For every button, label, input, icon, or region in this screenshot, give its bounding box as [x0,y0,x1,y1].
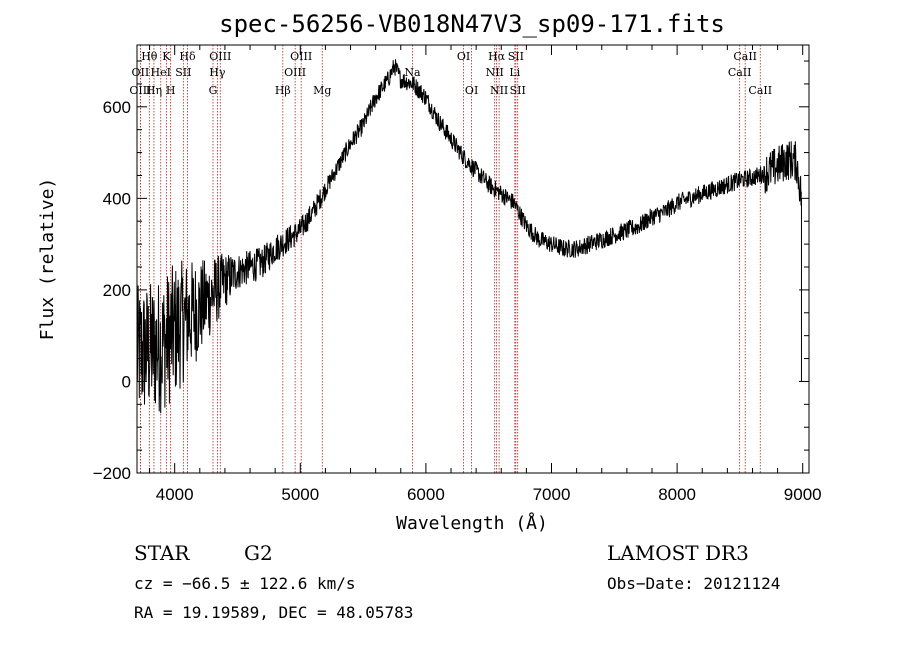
x-axis-label: Wavelength (Å) [396,512,548,534]
y-tick-label: 200 [103,281,131,300]
emission-line-label-11: G [209,84,218,97]
emission-line-label-2: OIII [129,84,151,97]
emission-line-label-4: Hη [146,84,162,97]
emission-line-label-27: CaII [748,84,772,97]
observation-date: Obs−Date: 20121124 [607,574,781,593]
emission-line-label-8: Hδ [179,50,196,63]
emission-line-label-15: Mg [313,84,331,97]
x-tick-label: 7000 [533,485,571,504]
emission-line-label-25: CaII [733,50,757,63]
emission-line-label-12: Hβ [275,84,291,97]
emission-line-label-18: OI [465,84,478,97]
emission-line-label-26: CaII [728,66,752,79]
y-tick-label: 600 [103,98,131,117]
y-tick-label: −200 [93,464,131,483]
plot-frame [136,44,810,474]
y-axis-label: Flux (relative) [37,178,58,341]
x-tick-label: 9000 [784,485,822,504]
subclass: G2 [244,541,273,565]
x-tick-label: 8000 [658,485,696,504]
chart-title: spec-56256-VB018N47V3_sp09-171.fits [219,10,725,38]
emission-line-label-17: OI [457,50,470,63]
object-class: STAR [134,541,190,565]
x-tick-label: 4000 [156,485,194,504]
redshift-velocity: cz = −66.5 ± 122.6 km/s [134,574,356,593]
sky-coordinates: RA = 19.19589, DEC = 48.05783 [134,603,414,622]
emission-line-label-0: Hθ [141,50,158,63]
emission-line-label-19: Hα [488,50,506,63]
emission-line-label-9: OIII [209,50,231,63]
emission-line-label-21: NII [490,84,508,97]
emission-line-label-14: OIII [284,66,306,79]
emission-line-label-20: NII [486,66,504,79]
emission-line-label-13: OIII [290,50,312,63]
spectrum-line [136,59,802,414]
emission-line-label-24: SII [510,84,526,97]
x-tick-label: 6000 [407,485,445,504]
spectrum-series [136,59,802,414]
axis-ticks: 4000 5000 6000 7000 8000 9000 −200 0 200 400 600 [93,45,822,504]
emission-line-label-7: SII [175,66,191,79]
emission-line-label-10: Hγ [209,66,226,79]
emission-line-label-3: HeI [151,66,171,79]
emission-line-label-23: Li [509,66,520,79]
x-tick-label: 5000 [281,485,319,504]
emission-line-label-6: H [166,84,176,97]
survey-name: LAMOST DR3 [607,541,749,565]
emission-line-label-5: K [162,50,171,63]
y-tick-label: 0 [122,372,131,391]
emission-line-label-22: SII [508,50,524,63]
emission-line-label-16: Na [404,66,421,79]
y-tick-label: 400 [103,189,131,208]
